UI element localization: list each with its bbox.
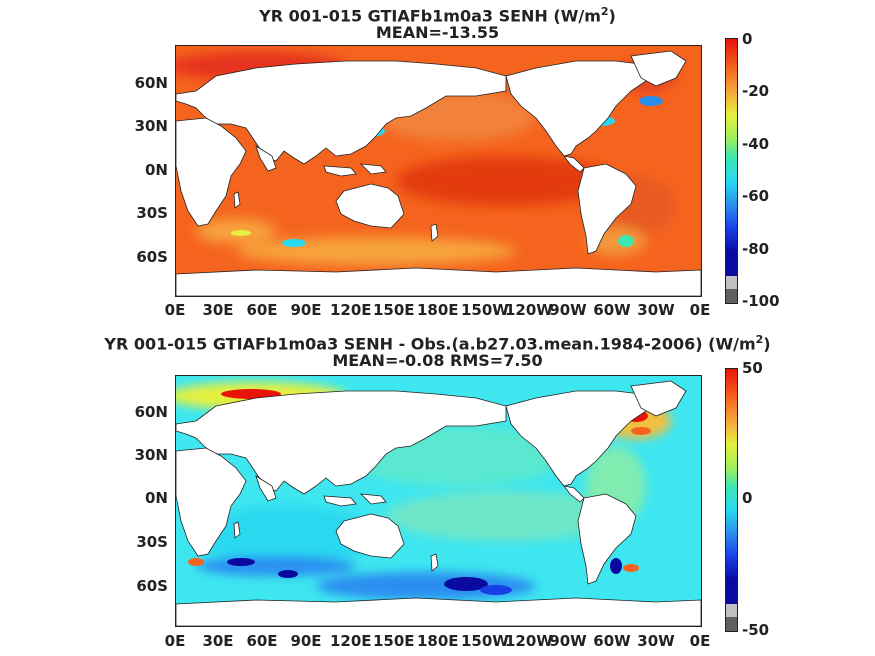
lon-label: 30E bbox=[202, 301, 234, 319]
lon-label: 150W bbox=[461, 301, 509, 319]
lon-label: 0E bbox=[689, 301, 711, 319]
lon-label: 90E bbox=[290, 632, 322, 650]
lon-label: 150E bbox=[373, 632, 415, 650]
lon-label: 90W bbox=[549, 632, 587, 650]
top-colorbar-label: -40 bbox=[742, 135, 770, 153]
top-colorbar-label: 0 bbox=[742, 30, 753, 48]
lon-label: 0E bbox=[689, 632, 711, 650]
lon-label: 60E bbox=[246, 632, 278, 650]
top-map-plot bbox=[175, 45, 702, 297]
lon-label: 90E bbox=[290, 301, 322, 319]
top-colorbar-label: -100 bbox=[742, 292, 780, 310]
lon-label: 30W bbox=[637, 632, 675, 650]
top-map-title: YR 001-015 GTIAFb1m0a3 SENH (W/m2) bbox=[259, 5, 616, 26]
lat-label-0n: 0N bbox=[145, 161, 168, 179]
top-colorbar-label: -20 bbox=[742, 82, 770, 100]
lon-label: 180E bbox=[417, 632, 459, 650]
top-colorbar-label: -80 bbox=[742, 240, 770, 258]
lon-label: 120E bbox=[330, 632, 372, 650]
bottom-colorbar-label: -50 bbox=[742, 621, 770, 639]
top-colorbar bbox=[725, 38, 738, 304]
lat-label-60n: 60N bbox=[134, 74, 168, 92]
lon-label: 60W bbox=[593, 301, 631, 319]
top-map-mean: MEAN=-13.55 bbox=[375, 23, 500, 42]
lon-label: 60E bbox=[246, 301, 278, 319]
lon-label: 90W bbox=[549, 301, 587, 319]
lat-label-30s: 30S bbox=[136, 533, 168, 551]
lon-label: 120W bbox=[505, 301, 553, 319]
bottom-map-stats: MEAN=-0.08 RMS=7.50 bbox=[332, 351, 543, 370]
lon-label: 30W bbox=[637, 301, 675, 319]
lon-label: 120E bbox=[330, 301, 372, 319]
lon-label: 30E bbox=[202, 632, 234, 650]
bottom-colorbar-label: 0 bbox=[742, 489, 753, 507]
lat-label-0n: 0N bbox=[145, 489, 168, 507]
bottom-colorbar-label: 50 bbox=[742, 359, 763, 377]
bottom-map-panel: YR 001-015 GTIAFb1m0a3 SENH - Obs.(a.b27… bbox=[0, 328, 875, 656]
lat-label-30s: 30S bbox=[136, 204, 168, 222]
lon-label: 0E bbox=[164, 632, 186, 650]
lon-label: 60W bbox=[593, 632, 631, 650]
lat-label-30n: 30N bbox=[134, 117, 168, 135]
top-colorbar-label: -60 bbox=[742, 187, 770, 205]
lat-label-60s: 60S bbox=[136, 248, 168, 266]
lon-label: 150W bbox=[461, 632, 509, 650]
lon-label: 0E bbox=[164, 301, 186, 319]
bottom-map-title: YR 001-015 GTIAFb1m0a3 SENH - Obs.(a.b27… bbox=[104, 333, 771, 354]
top-map-panel: YR 001-015 GTIAFb1m0a3 SENH (W/m2) MEAN=… bbox=[134, 5, 780, 319]
bottom-colorbar bbox=[725, 368, 738, 632]
bottom-map-plot bbox=[175, 375, 702, 627]
lat-label-30n: 30N bbox=[134, 446, 168, 464]
lon-label: 120W bbox=[505, 632, 553, 650]
lat-label-60n: 60N bbox=[134, 403, 168, 421]
lat-label-60s: 60S bbox=[136, 577, 168, 595]
lon-label: 180E bbox=[417, 301, 459, 319]
lon-label: 150E bbox=[373, 301, 415, 319]
